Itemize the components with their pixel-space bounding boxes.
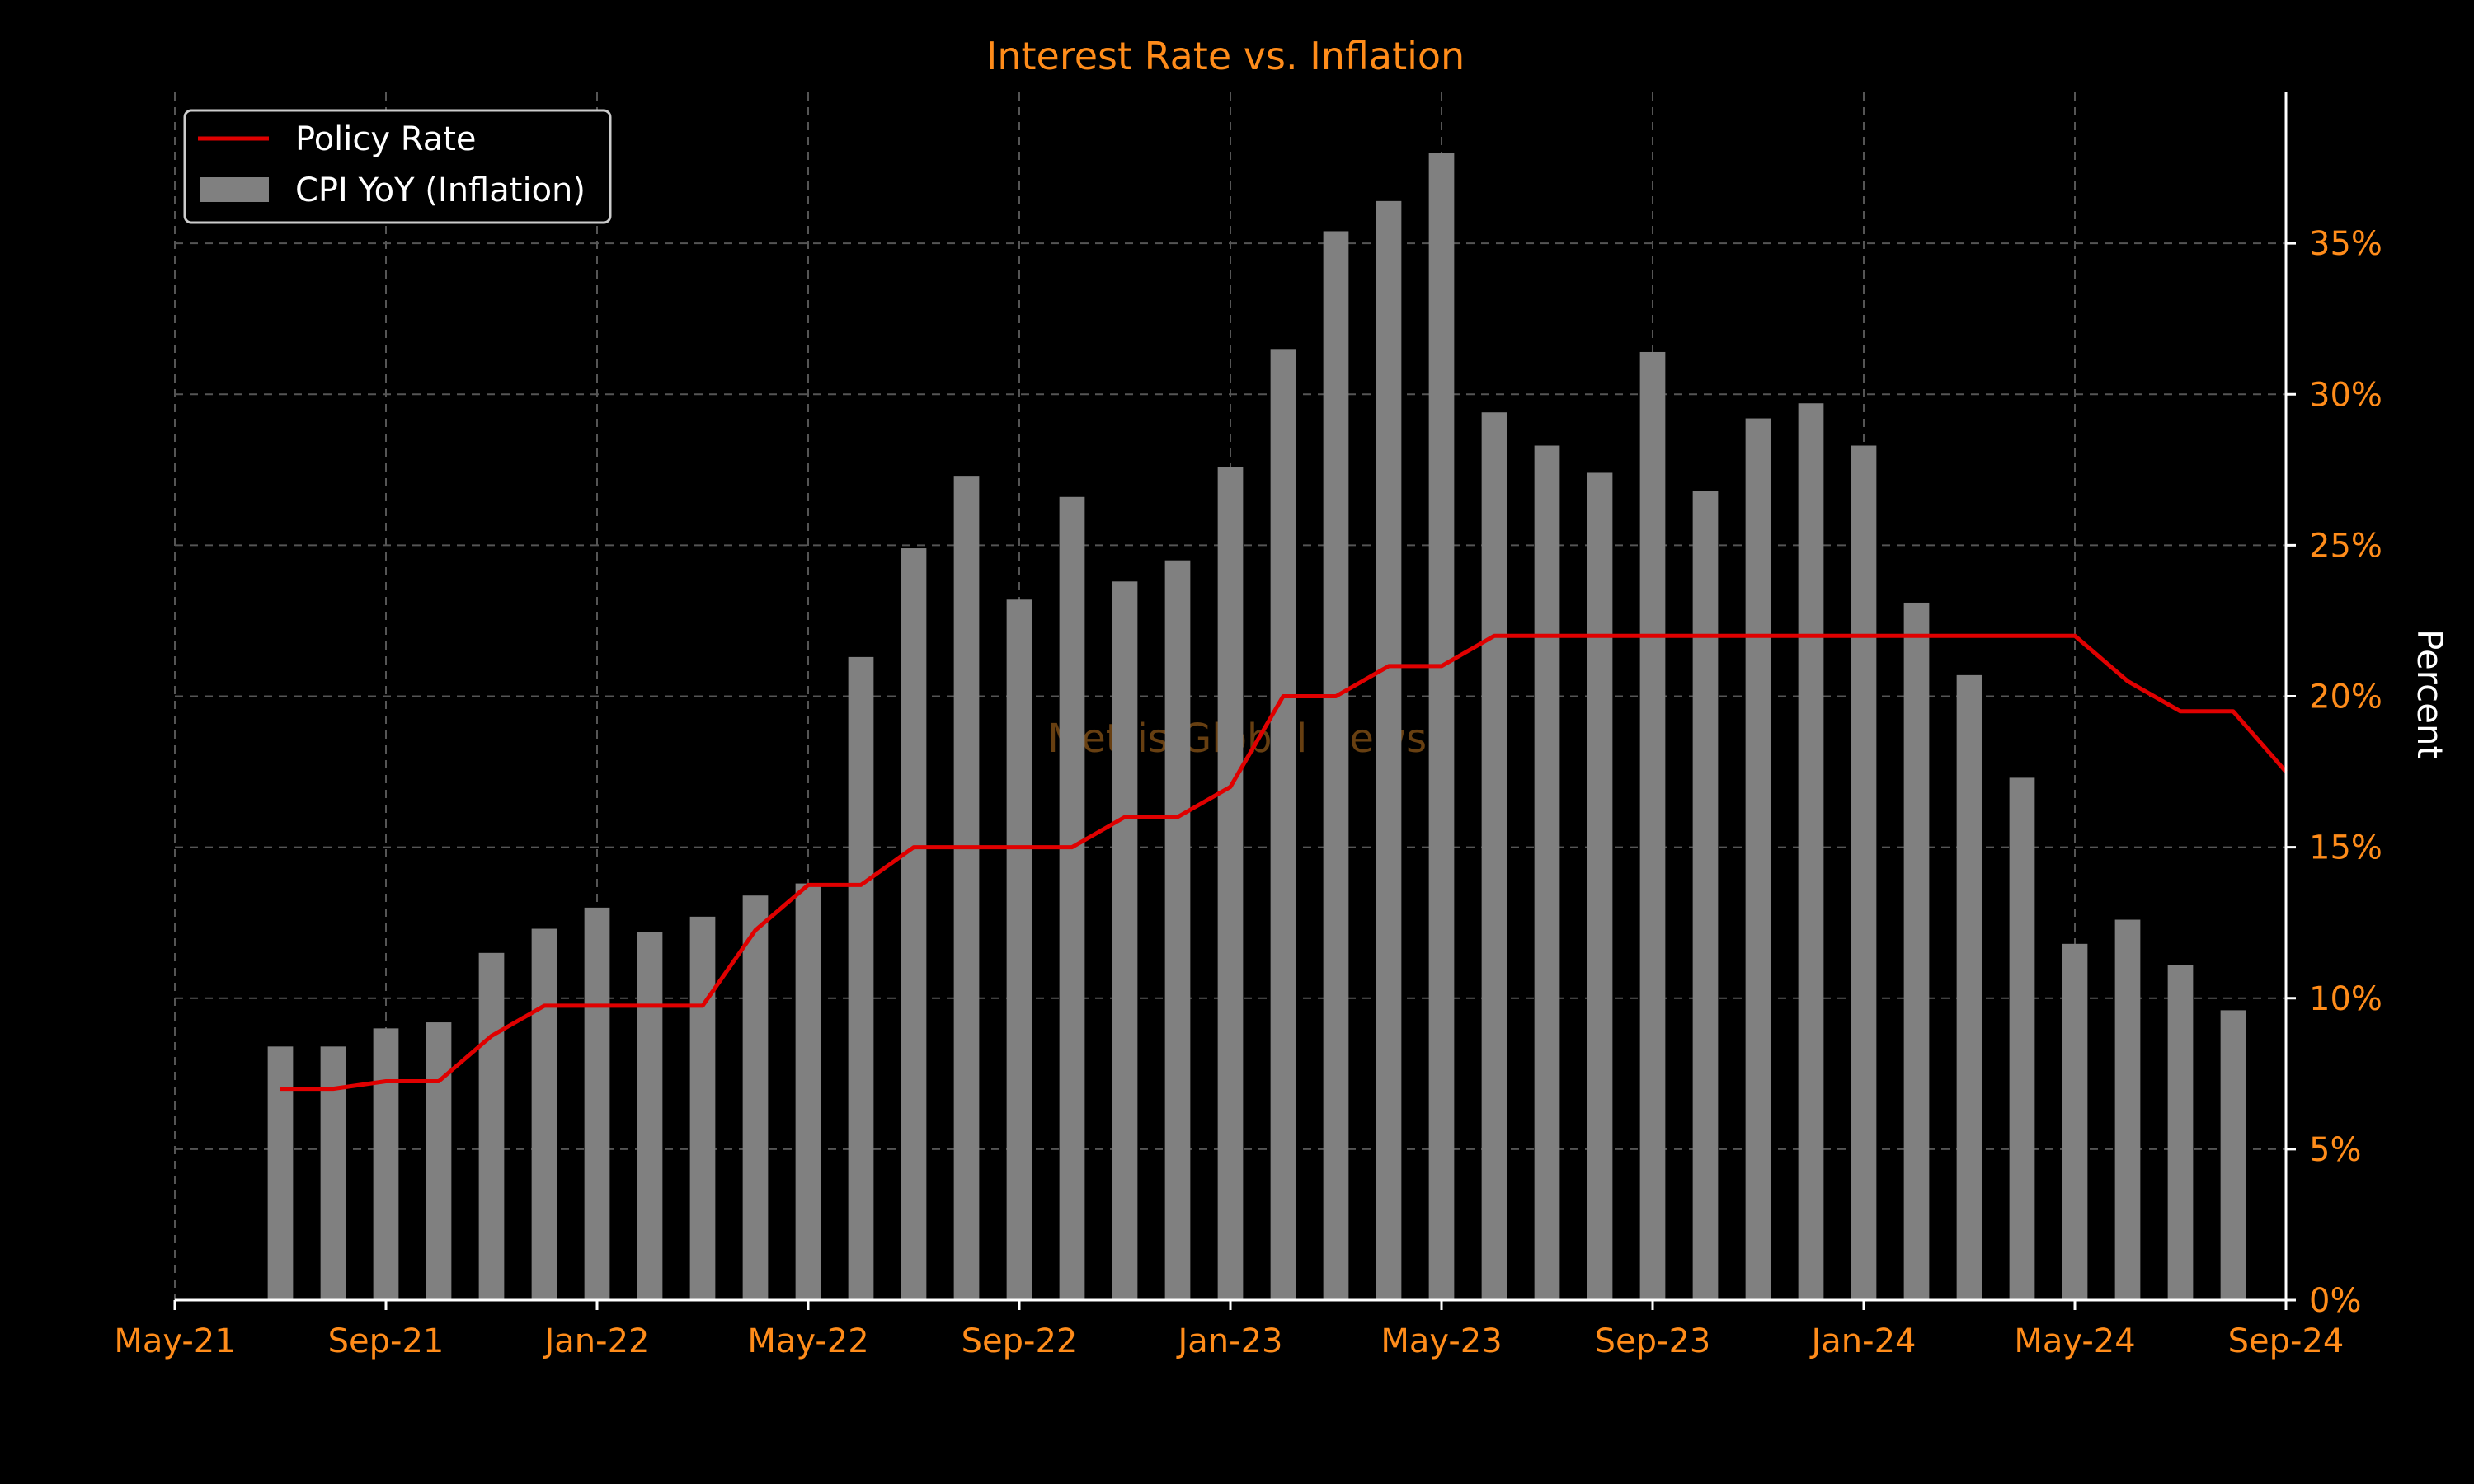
policy-rate-line <box>280 633 2288 1092</box>
x-tick-label: May-21 <box>114 1322 235 1360</box>
cpi-bar <box>795 883 821 1300</box>
cpi-bar <box>637 932 663 1300</box>
cpi-bar <box>426 1022 452 1300</box>
x-tick-label: May-24 <box>2014 1322 2135 1360</box>
cpi-bar <box>1956 674 1982 1300</box>
cpi-bar <box>373 1028 399 1300</box>
cpi-bar <box>1376 200 1402 1301</box>
cpi-bar <box>2009 777 2035 1300</box>
cpi-bar <box>742 895 769 1300</box>
cpi-bar <box>1534 445 1560 1301</box>
cpi-bar <box>1851 445 1877 1301</box>
x-tick-label: Sep-23 <box>1595 1322 1711 1360</box>
cpi-bar <box>2167 965 2194 1300</box>
cpi-bar <box>1270 349 1296 1300</box>
cpi-bar <box>953 476 980 1300</box>
y-tick-label: 30% <box>2309 376 2382 414</box>
cpi-bar <box>1903 602 1930 1300</box>
cpi-bar <box>2114 919 2141 1300</box>
cpi-bar <box>267 1046 294 1300</box>
bars-series <box>267 153 2246 1301</box>
y-tick-label: 25% <box>2309 527 2382 565</box>
cpi-bar <box>848 656 874 1300</box>
legend-label-policy-rate: Policy Rate <box>295 120 477 158</box>
y-tick-label: 0% <box>2309 1282 2361 1320</box>
x-tick-label: May-22 <box>747 1322 868 1360</box>
x-tick-label: May-23 <box>1380 1322 1502 1360</box>
x-tick-label: Sep-22 <box>962 1322 1078 1360</box>
cpi-bar <box>584 907 610 1300</box>
cpi-bar <box>1692 491 1719 1300</box>
y-tick-label: 20% <box>2309 679 2382 716</box>
cpi-bar <box>1798 403 1824 1300</box>
cpi-bar <box>901 548 927 1300</box>
x-tick-label: Jan-22 <box>543 1322 650 1360</box>
chart-title: Interest Rate vs. Inflation <box>986 34 1465 78</box>
x-tick-label: Jan-23 <box>1176 1322 1283 1360</box>
cpi-bar <box>1587 472 1613 1300</box>
x-tick-label: Jan-24 <box>1809 1322 1917 1360</box>
cpi-bar <box>1217 467 1244 1300</box>
cpi-bar <box>1428 153 1455 1300</box>
line-series <box>280 633 2288 1092</box>
cpi-bar <box>1323 231 1349 1301</box>
y-axis-label: Percent <box>2410 629 2450 759</box>
legend-box <box>183 109 612 224</box>
y-tick-label: 35% <box>2309 225 2382 263</box>
cpi-bar <box>2220 1010 2246 1300</box>
cpi-bar <box>320 1046 346 1300</box>
cpi-bar <box>1112 581 1138 1300</box>
axes: May-21 Sep-21 Jan-22 May-22 Sep-22 Jan-23 May-… <box>114 92 2382 1360</box>
cpi-bar <box>1745 418 1771 1300</box>
cpi-bar <box>2062 943 2088 1300</box>
cpi-bar <box>1639 351 1666 1301</box>
y-tick-label: 15% <box>2309 829 2382 867</box>
legend-bar-swatch <box>200 177 269 202</box>
x-tick-label: Sep-21 <box>328 1322 444 1360</box>
x-tick-label: Sep-24 <box>2228 1322 2345 1360</box>
cpi-bar <box>1164 560 1191 1300</box>
cpi-bar <box>1481 412 1507 1301</box>
legend-label-cpi: CPI YoY (Inflation) <box>295 171 586 209</box>
cpi-bar <box>689 916 716 1300</box>
cpi-bar <box>1059 496 1085 1300</box>
y-tick-label: 10% <box>2309 980 2382 1018</box>
cpi-bar <box>1006 599 1032 1300</box>
cpi-bar <box>531 928 557 1300</box>
legend: Policy Rate CPI YoY (Inflation) <box>183 109 612 224</box>
y-tick-label: 5% <box>2309 1131 2361 1169</box>
cpi-bar <box>478 952 505 1300</box>
